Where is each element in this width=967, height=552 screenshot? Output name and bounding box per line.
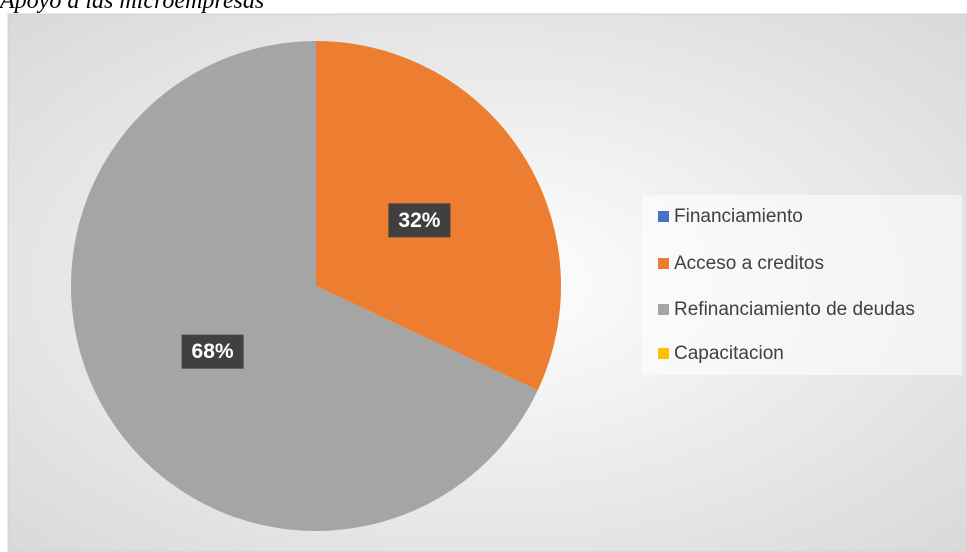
chart-title: Apoyo a las microempresas	[0, 0, 264, 14]
pie-slice	[70, 41, 538, 531]
legend-marker	[658, 348, 669, 359]
legend-marker	[658, 304, 669, 315]
legend-label: Capacitacion	[674, 343, 784, 364]
data-label-bg	[388, 203, 451, 238]
legend-label: Financiamiento	[674, 206, 803, 227]
legend-label: Acceso a creditos	[674, 253, 824, 274]
data-label: 32%	[398, 209, 440, 232]
legend-label: Refinanciamiento de deudas	[674, 299, 915, 320]
legend-box	[642, 195, 962, 375]
data-label-bg	[181, 334, 244, 369]
legend-marker	[658, 211, 669, 222]
data-label: 68%	[192, 340, 234, 363]
legend-marker	[658, 258, 669, 269]
